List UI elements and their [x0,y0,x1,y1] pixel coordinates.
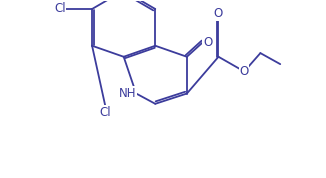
Text: O: O [203,36,212,49]
Text: O: O [240,65,249,78]
Text: O: O [214,7,223,20]
Text: NH: NH [119,87,136,100]
Text: Cl: Cl [54,2,66,15]
Text: Cl: Cl [99,106,111,119]
